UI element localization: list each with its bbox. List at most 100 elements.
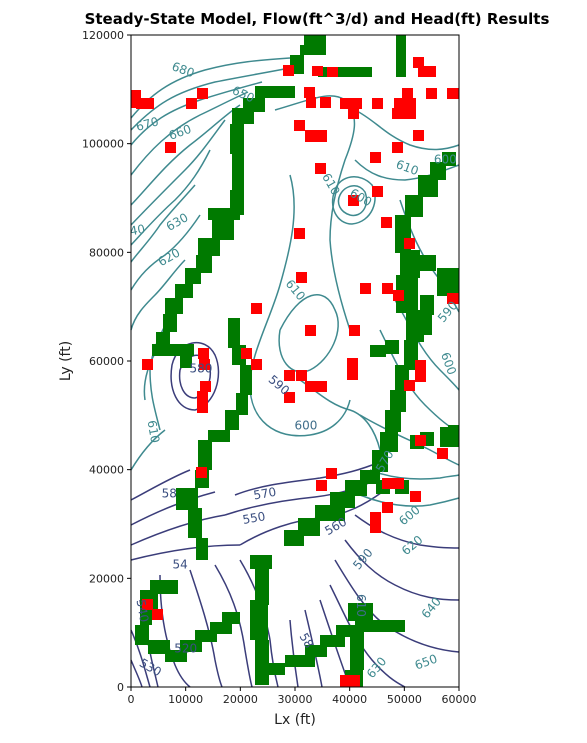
well-cell [284, 370, 295, 381]
well-cell [392, 108, 416, 119]
x-tick-label: 50000 [387, 693, 422, 706]
contour-label: 670 [134, 114, 160, 133]
contour-line [159, 574, 191, 688]
contour-label: 580 [190, 362, 213, 376]
river-cell [230, 124, 244, 154]
well-cell [370, 522, 381, 533]
well-cell [251, 303, 262, 314]
river-cell [390, 390, 406, 412]
contour-line [369, 469, 460, 480]
contour-line [189, 569, 223, 688]
well-cell [296, 272, 307, 283]
x-tick-label: 40000 [332, 693, 367, 706]
well-cell [142, 599, 153, 610]
contour-line [359, 414, 460, 466]
contour-line [130, 149, 211, 246]
river-cell [208, 430, 230, 442]
river-cell [372, 450, 388, 472]
contour-line [329, 584, 406, 688]
well-cell [306, 97, 316, 108]
well-cell [241, 348, 252, 359]
river-cell [152, 344, 194, 356]
contour-line [130, 259, 186, 331]
river-cell [140, 610, 152, 625]
well-cell [402, 88, 413, 99]
river-cell [350, 630, 364, 670]
river-cell [400, 250, 420, 278]
x-tick-label: 10000 [168, 693, 203, 706]
river-cell [355, 620, 405, 632]
well-cell [415, 435, 426, 446]
well-cell [305, 325, 316, 336]
river-cell [430, 162, 446, 180]
contour-line [130, 514, 226, 546]
well-cell [142, 359, 153, 370]
contour-line [130, 119, 226, 226]
y-tick-label: 0 [117, 681, 124, 694]
river-cell [165, 650, 187, 662]
river-cell [196, 538, 208, 560]
well-cell [382, 502, 393, 513]
contour-line [130, 469, 191, 501]
well-cell [200, 381, 211, 392]
contour-line [344, 539, 460, 601]
well-cell [360, 283, 371, 294]
well-cell [349, 325, 360, 336]
contour-line [130, 65, 301, 131]
well-cell [404, 380, 415, 391]
river-cell [165, 298, 183, 314]
river-cell [420, 295, 434, 315]
contour-line [214, 564, 253, 688]
river-cell [222, 612, 240, 624]
river-cell [290, 55, 304, 65]
well-cell [294, 228, 305, 239]
well-cell [413, 57, 424, 68]
well-cell [370, 512, 381, 523]
well-cell [393, 478, 404, 489]
well-cell [426, 88, 437, 99]
river-cell [232, 108, 254, 124]
river-cell [350, 67, 372, 77]
y-axis: 0 20000 40000 60000 80000 100000 120000 [82, 29, 131, 694]
contour-line [234, 461, 381, 496]
well-cell [197, 391, 208, 413]
river-cell [300, 45, 326, 55]
well-cell [370, 152, 381, 163]
y-tick-label: 20000 [89, 572, 124, 585]
well-cell [284, 392, 295, 403]
well-cell [196, 467, 207, 478]
river-cell [320, 635, 345, 647]
river-cell [418, 313, 432, 335]
y-tick-label: 60000 [89, 355, 124, 368]
river-cell [380, 432, 398, 452]
river-cell [298, 518, 320, 536]
contour-line [130, 491, 216, 526]
well-cell [326, 468, 337, 479]
well-cell [392, 142, 403, 153]
river-cell [385, 410, 401, 432]
contour-line [130, 629, 151, 688]
well-cell [340, 98, 362, 109]
well-cell [315, 163, 326, 174]
well-cell [372, 186, 383, 197]
contour-label: 540 [134, 598, 152, 623]
well-cell [186, 98, 197, 109]
x-tick-label: 60000 [442, 693, 477, 706]
well-cell [327, 67, 338, 77]
river-cell [255, 640, 269, 685]
contour-line [170, 341, 220, 411]
river-cell [418, 175, 438, 197]
well-cell [283, 65, 294, 76]
contour-label: 54 [173, 557, 188, 571]
river-cell [240, 365, 252, 395]
x-axis: 0 10000 20000 30000 40000 50000 60000 [128, 687, 477, 706]
well-cell [316, 480, 327, 491]
well-cell [381, 217, 392, 228]
river-cell [148, 640, 170, 654]
contour-line [130, 544, 241, 561]
y-tick-label: 100000 [82, 138, 124, 151]
contour-line [331, 176, 376, 225]
river-cell [255, 565, 269, 605]
